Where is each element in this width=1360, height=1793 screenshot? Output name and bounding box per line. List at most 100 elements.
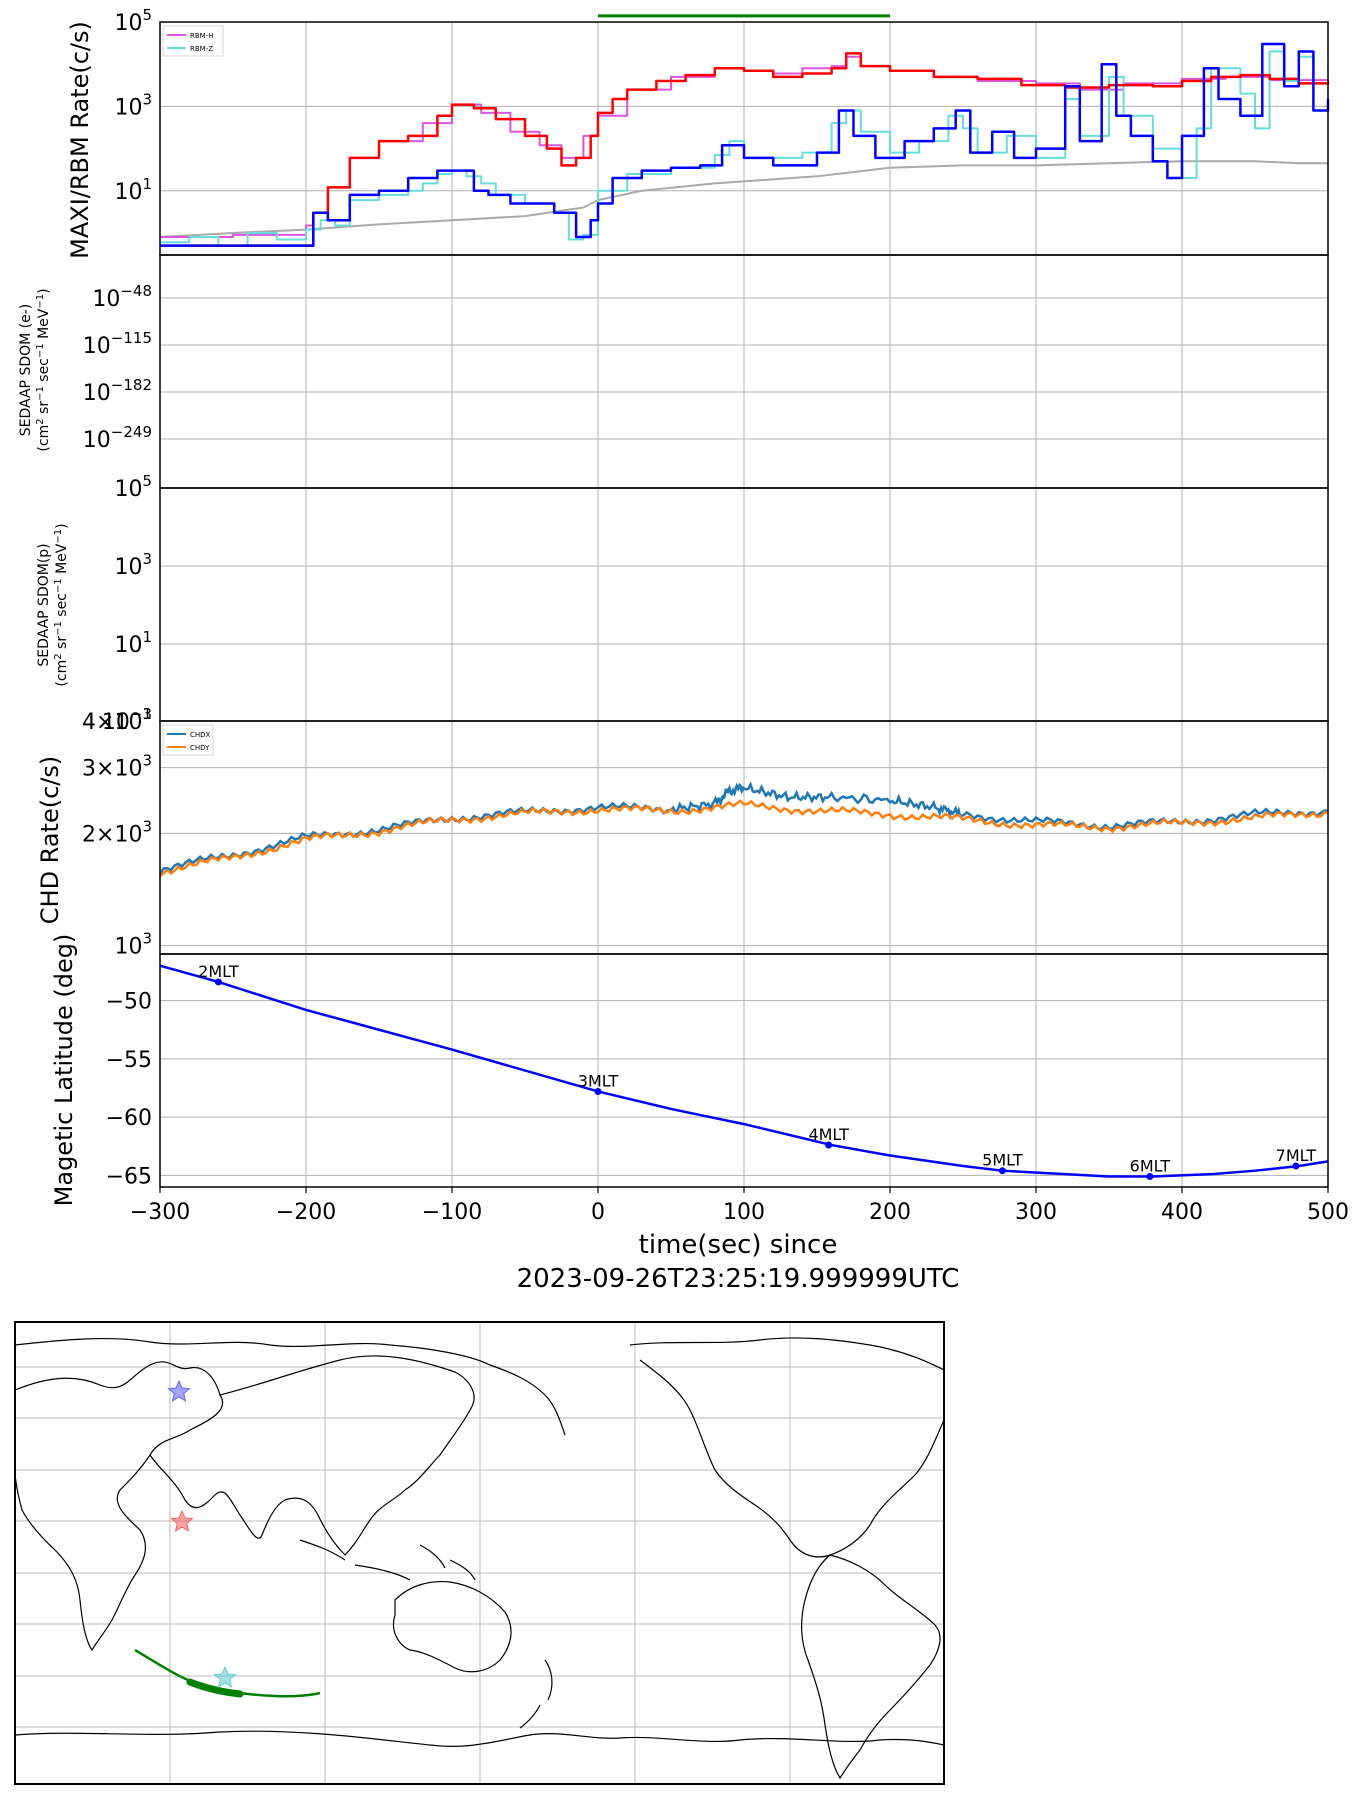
xticks-maglat: −300 −200 −100 0 100 200 300 400 500 (130, 1187, 1349, 1225)
grid-sdom-p (160, 488, 1328, 721)
ytick-label-chd: 2×103 (82, 817, 152, 847)
grid-chd (160, 720, 1328, 954)
yticks-maglat: −50 −55 −60 −65 (106, 990, 152, 1190)
series-line-maglat (159, 964, 1329, 1178)
xtick-label: −300 (130, 1200, 190, 1225)
xtick-label: 100 (723, 1200, 765, 1225)
cyan-star-icon (213, 1665, 237, 1688)
blue-star-icon (167, 1379, 191, 1402)
ylabel-rate: MAXI/RBM Rate(c/s) (66, 21, 94, 259)
coast-australia (392, 1580, 512, 1673)
mlt-label: 5MLT (982, 1151, 1023, 1170)
mlt-marker (1146, 1173, 1154, 1181)
mlt-marker (594, 1087, 602, 1095)
xtick-label: 500 (1307, 1200, 1349, 1225)
mlt-label: 4MLT (808, 1125, 849, 1144)
coast-asia (219, 1355, 475, 1556)
ytick-label-sdom-e: 10−115 (83, 329, 152, 359)
mlt-marker (998, 1167, 1006, 1175)
xlabel: time(sec) since (639, 1230, 838, 1260)
yticks-sdom-e: 10−48 10−115 10−182 10−249 (83, 282, 152, 453)
ytick-label-sdom-e: 10−249 (83, 423, 152, 453)
xtick-label: −100 (422, 1200, 482, 1225)
ytick-label-sdom-e: 10−48 (92, 282, 152, 312)
mlt-label: 3MLT (578, 1071, 619, 1090)
panel-rate: 101 103 105 MAXI/RBM Rate(c/s) RBM-H RBM-Z (66, 6, 1330, 259)
yticks-chd: 4×103 3×103 2×103 103 (82, 705, 152, 960)
coast-arctic (14, 1337, 566, 1436)
legend-box-chd (162, 724, 214, 756)
mlt-label: 2MLT (198, 962, 239, 981)
ytick-label-sdom-p: 101 (114, 628, 152, 658)
map-graticule (15, 1322, 944, 1784)
track-segment-event (186, 1678, 244, 1698)
ylabel-units-sdom-p: (cm2 sr−1 sec−1 MeV−1) (53, 523, 70, 686)
grid-maglat (160, 954, 1328, 1187)
red-star-icon (170, 1509, 194, 1532)
map-frame (14, 1321, 945, 1785)
yticks-sdom-p: 105 103 101 10−1 (102, 472, 152, 735)
legend-chd: CHDX CHDY (162, 724, 214, 756)
xtick-label: −200 (276, 1200, 336, 1225)
ylabel-maglat: Magetic Latitude (deg) (50, 934, 78, 1207)
yticks-rate: 101 103 105 (114, 6, 152, 205)
ytick-label-rate: 101 (114, 175, 152, 205)
ytick-label-rate: 105 (114, 6, 152, 36)
panel-sdom-p: 105 103 101 10−1 SEDAAP SDOM(p) (cm2 sr−1 s… (36, 472, 1329, 735)
legend-label-rbm-h: RBM-H (190, 32, 214, 40)
panel-maglat: 2MLT 3MLT 4MLT 5MLT 6MLT 7MLT −50 −55 −60 −65 −3… (50, 934, 1349, 1294)
ytick-label-rate: 103 (114, 90, 152, 120)
coast-south-america (801, 1554, 941, 1780)
panel-sdom-e: 10−48 10−115 10−182 10−249 SEDAAP SDOM (e-)… (18, 254, 1329, 489)
xtick-label: 0 (591, 1200, 605, 1225)
coast-north-america (629, 1337, 945, 1558)
grid-sdom-e (160, 255, 1328, 488)
map-stars (167, 1379, 237, 1688)
legend-label-chdy: CHDY (190, 744, 210, 752)
legend-label-chdx: CHDX (190, 731, 211, 739)
ytick-label-maglat: −55 (106, 1048, 152, 1073)
mlt-marker (825, 1141, 833, 1149)
coast-arabia-india (149, 1454, 286, 1539)
ylabel-sdom-p: SEDAAP SDOM(p) (36, 543, 52, 666)
mlt-marker (1292, 1162, 1300, 1170)
ytick-label-chd: 103 (114, 930, 152, 960)
coast-indonesia (299, 1539, 476, 1581)
coast-europe-africa (14, 1361, 224, 1652)
satellite-track (134, 1648, 321, 1698)
ytick-label-maglat: −50 (106, 990, 152, 1015)
ytick-label-maglat: −65 (106, 1164, 152, 1189)
ytick-label-chd: 4×103 (82, 705, 152, 735)
series-chd (158, 781, 1329, 878)
mlt-label: 7MLT (1276, 1146, 1317, 1165)
ylabel-sdom-e: SEDAAP SDOM (e-) (18, 304, 34, 437)
xlabel-date: 2023-09-26T23:25:19.999999UTC (517, 1264, 960, 1294)
ytick-label-sdom-p: 103 (114, 550, 152, 580)
ylabel-units-sdom-e: (cm2 sr−1 sec−1 MeV−1) (35, 288, 52, 451)
ylabel-chd: CHD Rate(c/s) (36, 756, 64, 924)
panel-chd: 4×103 3×103 2×103 103 CHD Rate(c/s) CHDX CH… (36, 705, 1329, 960)
legend-rate: RBM-H RBM-Z (162, 25, 224, 57)
ytick-label-sdom-e: 10−182 (83, 376, 152, 406)
xtick-label: 300 (1015, 1200, 1057, 1225)
coast-new-zealand (519, 1659, 553, 1729)
series-line-rbm (160, 42, 1330, 247)
coastlines (14, 1337, 945, 1780)
mlt-marker (214, 978, 222, 986)
legend-label-rbm-z: RBM-Z (190, 45, 213, 53)
xtick-label: 400 (1161, 1200, 1203, 1225)
legend-box-rate (162, 25, 224, 57)
series-maglat: 2MLT 3MLT 4MLT 5MLT 6MLT 7MLT (159, 962, 1329, 1181)
ytick-label-sdom-p: 105 (114, 472, 152, 502)
series-line-chdy (159, 799, 1329, 878)
ytick-label-chd: 3×103 (82, 752, 152, 782)
series-line-maxi (160, 52, 1330, 247)
world-map (14, 1321, 945, 1785)
ytick-label-sdom-p: 10−1 (102, 705, 152, 735)
series-rate (159, 14, 1330, 247)
ytick-label-maglat: −60 (106, 1106, 152, 1131)
mlt-label: 6MLT (1130, 1157, 1171, 1176)
coast-antarctica (14, 1730, 945, 1747)
xtick-label: 200 (869, 1200, 911, 1225)
